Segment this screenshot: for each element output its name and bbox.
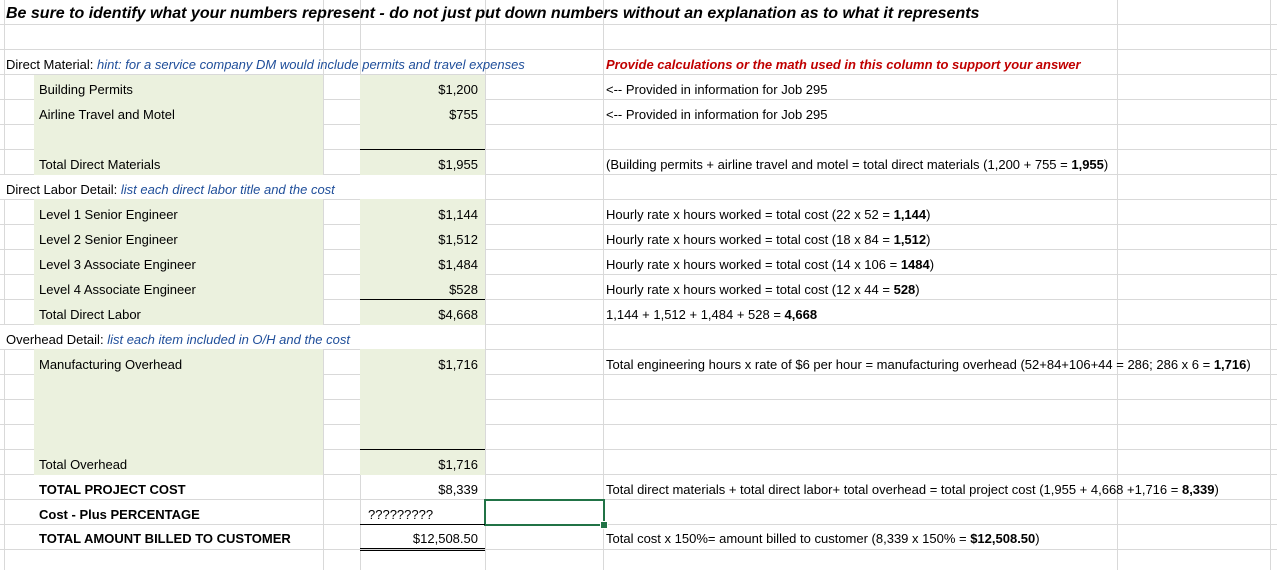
total-billed-label[interactable]: TOTAL AMOUNT BILLED TO CUSTOMER (39, 531, 291, 546)
dl-item-amount[interactable]: $1,512 (438, 232, 478, 247)
calc-column-header: Provide calculations or the math used in… (606, 57, 1081, 72)
row-mask (4, 175, 485, 199)
direct-material-label: Direct Material: (6, 57, 94, 72)
total-direct-materials-calc[interactable]: (Building permits + airline travel and m… (606, 157, 1109, 172)
dl-item-calc[interactable]: Hourly rate x hours worked = total cost … (606, 207, 931, 222)
overhead-heading: Overhead Detail: list each item included… (6, 332, 350, 347)
dm-item-name[interactable]: Building Permits (39, 82, 133, 97)
total-direct-materials-amount[interactable]: $1,955 (438, 157, 478, 172)
sum-underline (360, 449, 485, 450)
dl-item-calc[interactable]: Hourly rate x hours worked = total cost … (606, 282, 920, 297)
amount-column-fill (360, 75, 485, 475)
total-direct-materials-label[interactable]: Total Direct Materials (39, 157, 161, 172)
sum-underline (360, 299, 485, 300)
dl-item-name[interactable]: Level 1 Senior Engineer (39, 207, 178, 222)
cost-plus-percentage-value[interactable]: ????????? (368, 507, 434, 522)
direct-labor-heading: Direct Labor Detail: list each direct la… (6, 182, 335, 197)
double-underline (360, 550, 485, 551)
total-billed-amount[interactable]: $12,508.50 (412, 531, 478, 546)
column-divider (485, 0, 486, 570)
total-billed-calc[interactable]: Total cost x 150%= amount billed to cust… (606, 531, 1040, 546)
direct-material-heading: Direct Material: hint: for a service com… (6, 52, 525, 77)
total-project-cost-label[interactable]: TOTAL PROJECT COST (39, 482, 186, 497)
selected-cell[interactable] (484, 499, 605, 526)
total-overhead-amount[interactable]: $1,716 (438, 457, 478, 472)
overhead-item-name[interactable]: Manufacturing Overhead (39, 357, 183, 372)
dl-item-amount[interactable]: $1,484 (438, 257, 478, 272)
dl-item-name[interactable]: Level 4 Associate Engineer (39, 282, 196, 297)
dm-item-amount[interactable]: $1,200 (438, 82, 478, 97)
total-direct-labor-calc[interactable]: 1,144 + 1,512 + 1,484 + 528 = 4,668 (606, 307, 818, 322)
dm-item-note[interactable]: <-- Provided in information for Job 295 (606, 82, 828, 97)
direct-material-hint: hint: for a service company DM would inc… (97, 57, 525, 72)
overhead-item-calc[interactable]: Total engineering hours x rate of $6 per… (606, 357, 1251, 372)
column-divider (1117, 0, 1118, 570)
column-divider (1270, 0, 1271, 570)
column-divider (603, 0, 604, 570)
row-mask (4, 325, 485, 349)
label-column-fill (34, 75, 323, 475)
sum-underline (360, 149, 485, 150)
overhead-item-amount[interactable]: $1,716 (438, 357, 478, 372)
fill-handle[interactable] (600, 521, 608, 529)
dl-item-name[interactable]: Level 2 Senior Engineer (39, 232, 178, 247)
total-project-cost-calc[interactable]: Total direct materials + total direct la… (606, 482, 1219, 497)
total-direct-labor-amount[interactable]: $4,668 (438, 307, 478, 322)
total-project-cost-amount[interactable]: $8,339 (438, 482, 478, 497)
column-divider (4, 0, 5, 570)
column-divider (323, 0, 324, 570)
dl-item-calc[interactable]: Hourly rate x hours worked = total cost … (606, 232, 931, 247)
dl-item-name[interactable]: Level 3 Associate Engineer (39, 257, 196, 272)
dm-item-amount[interactable]: $755 (449, 107, 478, 122)
double-underline (360, 548, 485, 549)
total-direct-labor-label[interactable]: Total Direct Labor (39, 307, 141, 322)
dl-item-amount[interactable]: $528 (449, 282, 478, 297)
total-overhead-label[interactable]: Total Overhead (39, 457, 128, 472)
dl-item-calc[interactable]: Hourly rate x hours worked = total cost … (606, 257, 935, 272)
page-title: Be sure to identify what your numbers re… (6, 5, 980, 22)
dm-item-name[interactable]: Airline Travel and Motel (39, 107, 175, 122)
dm-item-note[interactable]: <-- Provided in information for Job 295 (606, 107, 828, 122)
dl-item-amount[interactable]: $1,144 (438, 207, 478, 222)
sum-underline (360, 524, 485, 525)
cost-plus-percentage-label[interactable]: Cost - Plus PERCENTAGE (39, 507, 200, 522)
